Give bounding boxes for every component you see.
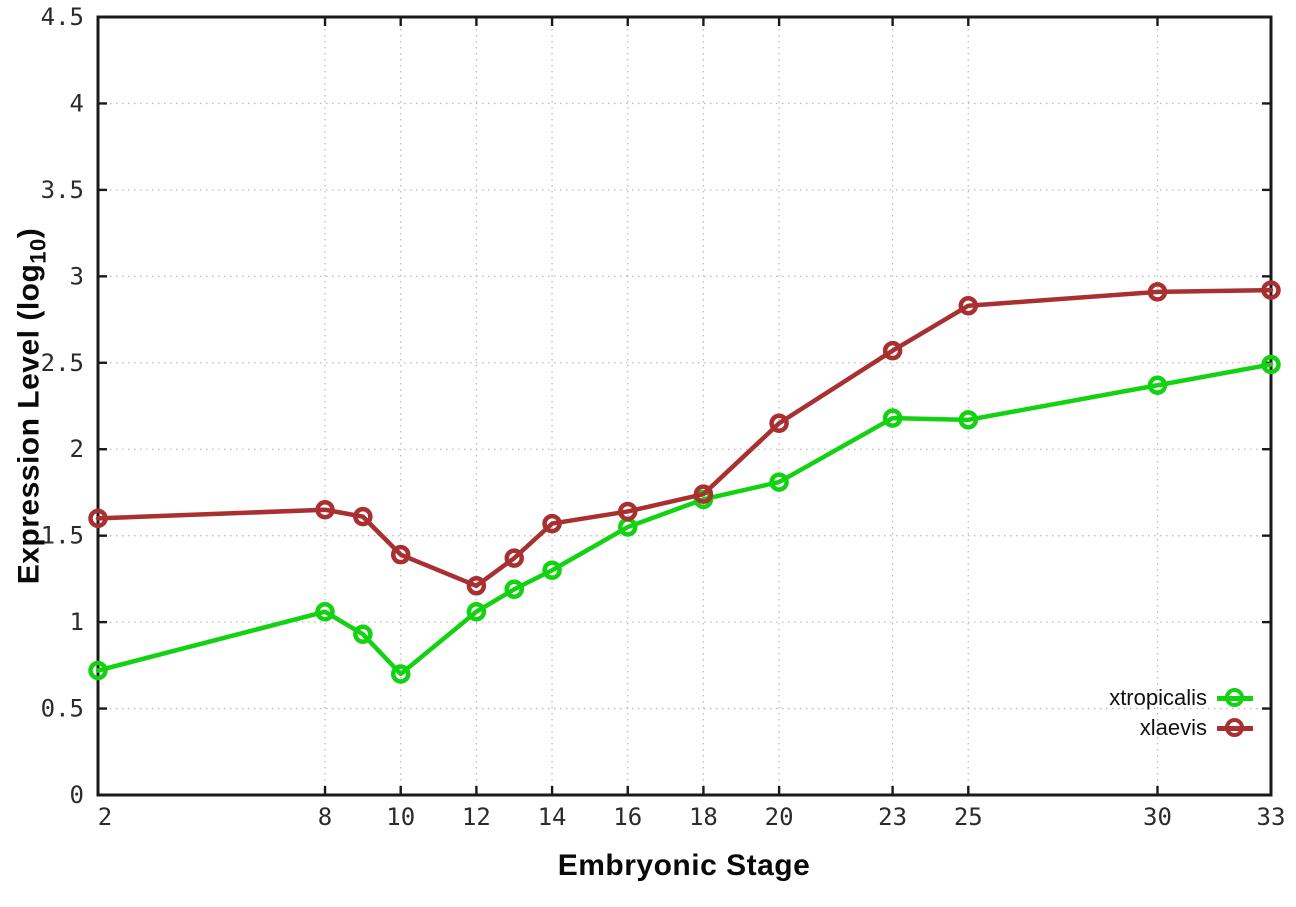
data-point-xlaevis — [617, 501, 638, 522]
legend-label-xlaevis: xlaevis — [1139, 715, 1207, 740]
data-point-xtropicalis — [1147, 375, 1168, 396]
x-tick-label: 30 — [1143, 803, 1172, 831]
x-tick-label: 23 — [878, 803, 907, 831]
x-tick-label: 12 — [462, 803, 491, 831]
data-point-xlaevis — [769, 413, 789, 434]
data-point-xlaevis — [1147, 282, 1168, 302]
data-point-xlaevis — [353, 506, 373, 527]
data-point-xlaevis — [504, 548, 524, 568]
y-tick-label: 2 — [70, 435, 84, 463]
data-point-xtropicalis — [1261, 354, 1281, 375]
legend: xtropicalis xlaevis — [1109, 686, 1253, 740]
x-tick-label: 10 — [386, 803, 415, 831]
data-point-xtropicalis — [466, 601, 487, 622]
y-tick-label: 3 — [70, 262, 84, 290]
data-point-xtropicalis — [882, 408, 903, 428]
data-point-xlaevis — [958, 295, 979, 316]
series-line-xlaevis — [95, 287, 1274, 589]
x-tick-label: 2 — [98, 803, 112, 831]
circle-marker-icon — [1225, 688, 1244, 707]
legend-entry-xlaevis: xlaevis — [1140, 716, 1253, 740]
y-tick-label: 1.5 — [41, 522, 84, 550]
data-point-xtropicalis — [353, 624, 373, 644]
legend-entry-xtropicalis: xtropicalis — [1109, 686, 1253, 710]
x-tick-label: 20 — [765, 803, 794, 831]
legend-label-xtropicalis: xtropicalis — [1109, 685, 1207, 710]
y-axis-label-subscript: 10 — [25, 238, 51, 264]
data-point-xlaevis — [1261, 280, 1281, 300]
data-point-xlaevis — [315, 499, 335, 520]
data-point-xlaevis — [466, 576, 487, 596]
x-tick-label: 33 — [1257, 803, 1286, 831]
data-point-xtropicalis — [315, 601, 335, 622]
data-point-xtropicalis — [88, 660, 108, 681]
data-point-xlaevis — [88, 508, 108, 529]
y-tick-label: 4 — [70, 89, 84, 117]
line-marker-icon — [1217, 716, 1253, 740]
data-point-xlaevis — [390, 544, 411, 565]
circle-marker-icon — [1225, 718, 1244, 737]
y-axis-label: Expression Level (log10) — [13, 228, 52, 585]
data-point-xtropicalis — [769, 472, 789, 492]
x-tick-label: 16 — [613, 803, 642, 831]
data-point-xtropicalis — [504, 579, 524, 600]
data-point-xtropicalis — [390, 664, 411, 684]
y-tick-label: 4.5 — [41, 3, 84, 31]
data-point-xtropicalis — [542, 560, 562, 580]
plot-border — [96, 15, 1273, 797]
data-point-xlaevis — [882, 340, 903, 361]
x-tick-label: 14 — [538, 803, 567, 831]
x-tick-label: 8 — [318, 803, 332, 831]
y-tick-label: 2.5 — [41, 349, 84, 377]
y-tick-label: 3.5 — [41, 176, 84, 204]
line-marker-icon — [1217, 686, 1253, 710]
x-axis-label: Embryonic Stage — [557, 849, 811, 882]
series-line-xtropicalis — [95, 362, 1274, 677]
data-point-xlaevis — [693, 484, 714, 504]
data-point-xtropicalis — [958, 410, 979, 430]
y-axis-label-close: ) — [12, 227, 46, 239]
y-tick-label: 0 — [70, 781, 84, 809]
x-tick-label: 18 — [689, 803, 718, 831]
y-axis-label-text: Expression Level (log — [12, 263, 46, 585]
data-point-xlaevis — [542, 513, 562, 534]
y-tick-label: 1 — [70, 608, 84, 636]
x-tick-label: 25 — [954, 803, 983, 831]
y-tick-label: 0.5 — [41, 695, 84, 723]
